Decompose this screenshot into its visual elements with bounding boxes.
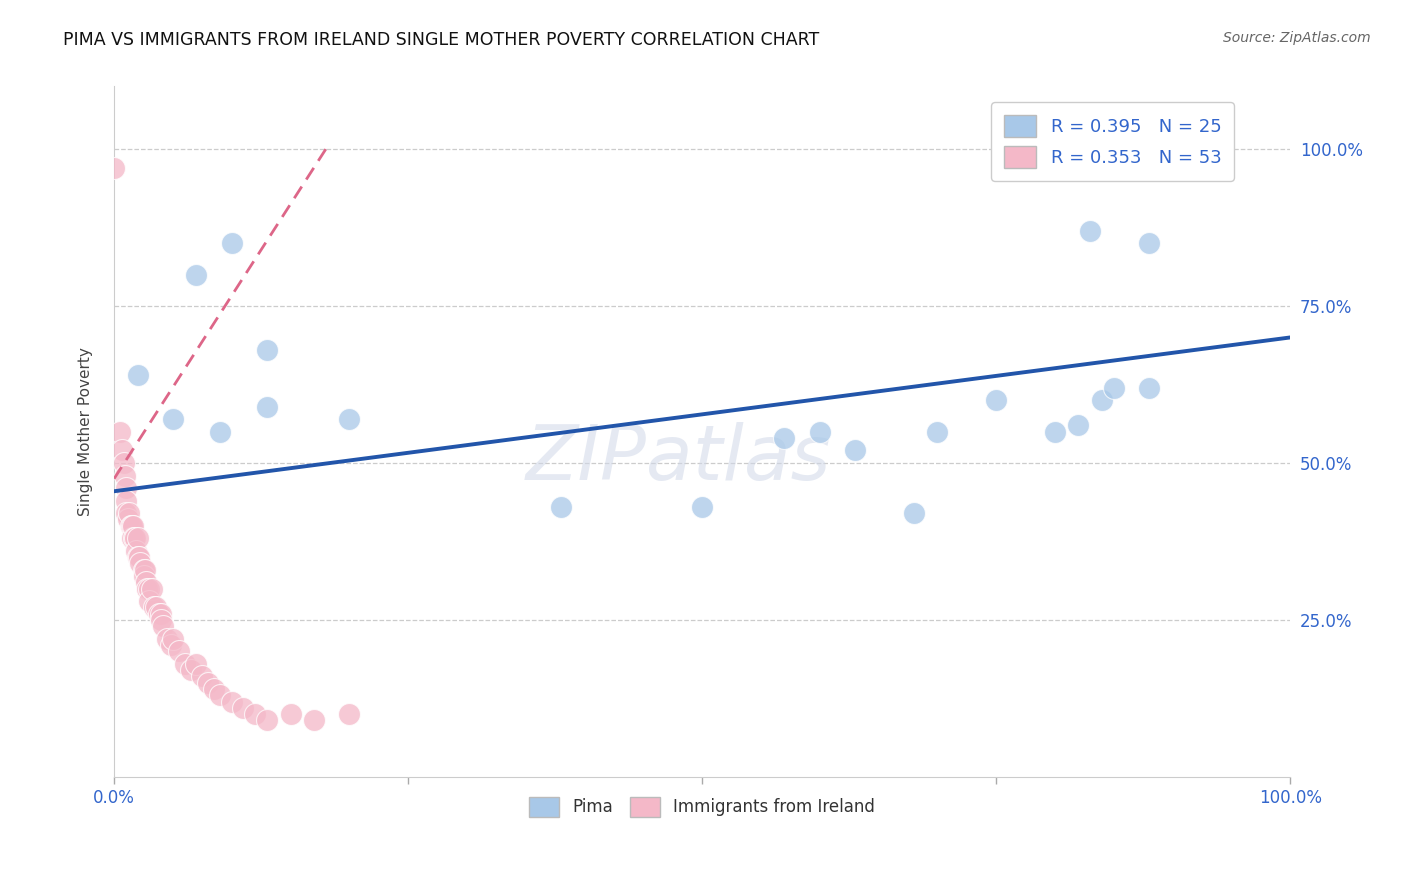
Point [302,714,325,728]
Point [1137,236,1160,251]
Point [256,343,278,357]
Point [280,707,302,722]
Point [141,582,163,596]
Point [103,161,125,175]
Point [186,268,208,282]
Point [773,431,796,445]
Point [136,582,159,596]
Point [173,657,195,671]
Point [127,532,149,546]
Point [208,425,231,439]
Point [162,412,184,426]
Point [197,675,219,690]
Point [111,443,134,458]
Point [927,425,949,439]
Point [145,600,167,615]
Point [122,532,145,546]
Point [903,506,925,520]
Point [122,518,145,533]
Point [129,557,152,571]
Point [245,707,267,722]
Point [1078,224,1101,238]
Point [550,500,572,514]
Point [690,500,713,514]
Point [156,632,179,646]
Point [152,619,174,633]
Point [128,550,150,565]
Point [202,681,225,696]
Point [117,512,139,526]
Point [256,714,278,728]
Point [143,600,166,615]
Point [112,456,135,470]
Point [180,663,202,677]
Point [1043,425,1066,439]
Point [115,506,138,520]
Point [167,644,190,658]
Point [337,707,360,722]
Point [256,400,278,414]
Point [132,563,155,577]
Point [115,481,138,495]
Point [1137,381,1160,395]
Text: PIMA VS IMMIGRANTS FROM IRELAND SINGLE MOTHER POVERTY CORRELATION CHART: PIMA VS IMMIGRANTS FROM IRELAND SINGLE M… [63,31,820,49]
Point [120,518,142,533]
Point [159,638,181,652]
Point [118,506,141,520]
Point [150,613,173,627]
Point [127,368,149,383]
Point [844,443,866,458]
Text: ZIPatlas: ZIPatlas [526,422,831,496]
Point [132,569,155,583]
Point [108,425,131,439]
Point [1161,142,1184,156]
Point [135,575,157,590]
Point [1067,418,1090,433]
Text: Source: ZipAtlas.com: Source: ZipAtlas.com [1223,31,1371,45]
Point [115,493,138,508]
Point [808,425,831,439]
Point [984,393,1007,408]
Point [150,607,173,621]
Point [186,657,208,671]
Legend: Pima, Immigrants from Ireland: Pima, Immigrants from Ireland [523,790,882,824]
Point [1102,381,1125,395]
Point [125,544,148,558]
Point [124,532,146,546]
Point [127,550,149,565]
Point [208,688,231,702]
Point [114,468,136,483]
Point [121,518,143,533]
Point [337,412,360,426]
Point [1091,142,1114,156]
Point [191,669,214,683]
Point [134,563,156,577]
Point [148,607,170,621]
Y-axis label: Single Mother Poverty: Single Mother Poverty [79,347,93,516]
Point [232,701,254,715]
Point [138,582,160,596]
Point [138,594,160,608]
Point [121,532,143,546]
Point [1091,393,1114,408]
Point [221,694,243,708]
Point [221,236,243,251]
Point [162,632,184,646]
